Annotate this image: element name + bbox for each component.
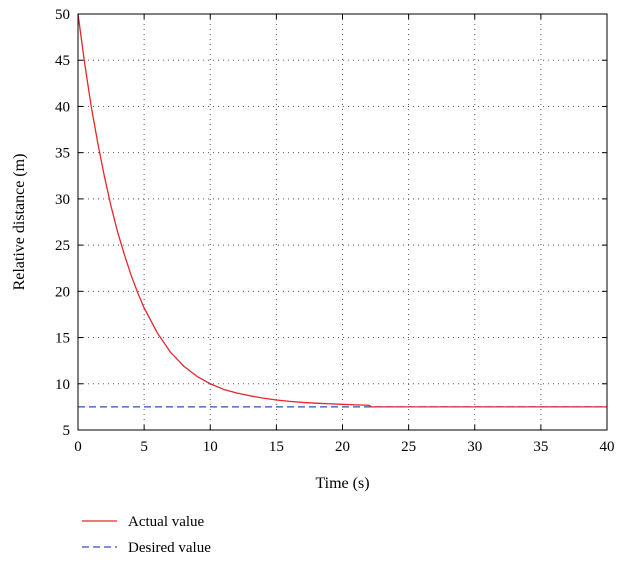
y-tick-label-5: 30 (55, 192, 70, 208)
y-tick-label-4: 25 (55, 238, 70, 254)
plot-frame (77, 13, 608, 431)
y-tick-label-3: 20 (55, 284, 70, 300)
x-tick-label-1: 5 (140, 439, 148, 455)
x-tick-label-7: 35 (533, 439, 548, 455)
x-tick-label-4: 20 (335, 439, 350, 455)
x-tick-labels: 0 5 10 15 20 25 30 35 40 (74, 439, 614, 455)
x-tick-label-8: 40 (600, 439, 615, 455)
y-tick-labels: 5 10 15 20 25 30 35 40 45 50 (55, 7, 70, 439)
y-tick-label-7: 40 (55, 99, 70, 115)
legend-label-desired-value: Desired value (128, 540, 211, 556)
x-tick-label-6: 30 (467, 439, 482, 455)
legend-label-actual-value: Actual value (128, 514, 205, 530)
legend: Actual value Desired value (82, 514, 211, 556)
axis-ticks (77, 13, 608, 431)
x-tick-label-5: 25 (401, 439, 416, 455)
series-line-actual-value (77, 13, 607, 408)
y-tick-label-0: 5 (63, 423, 71, 439)
x-tick-label-2: 10 (203, 439, 218, 455)
x-tick-label-0: 0 (74, 439, 82, 455)
grid-lines (78, 14, 607, 430)
y-tick-label-9: 50 (55, 7, 70, 23)
series-layer (77, 13, 607, 408)
y-tick-label-8: 45 (55, 53, 70, 69)
x-axis-label: Time (s) (315, 475, 369, 492)
x-tick-label-3: 15 (269, 439, 284, 455)
y-tick-label-6: 35 (55, 146, 70, 162)
y-tick-label-2: 15 (55, 331, 70, 347)
y-tick-label-1: 10 (55, 377, 70, 393)
y-axis-label: Relative distance (m) (11, 154, 28, 291)
